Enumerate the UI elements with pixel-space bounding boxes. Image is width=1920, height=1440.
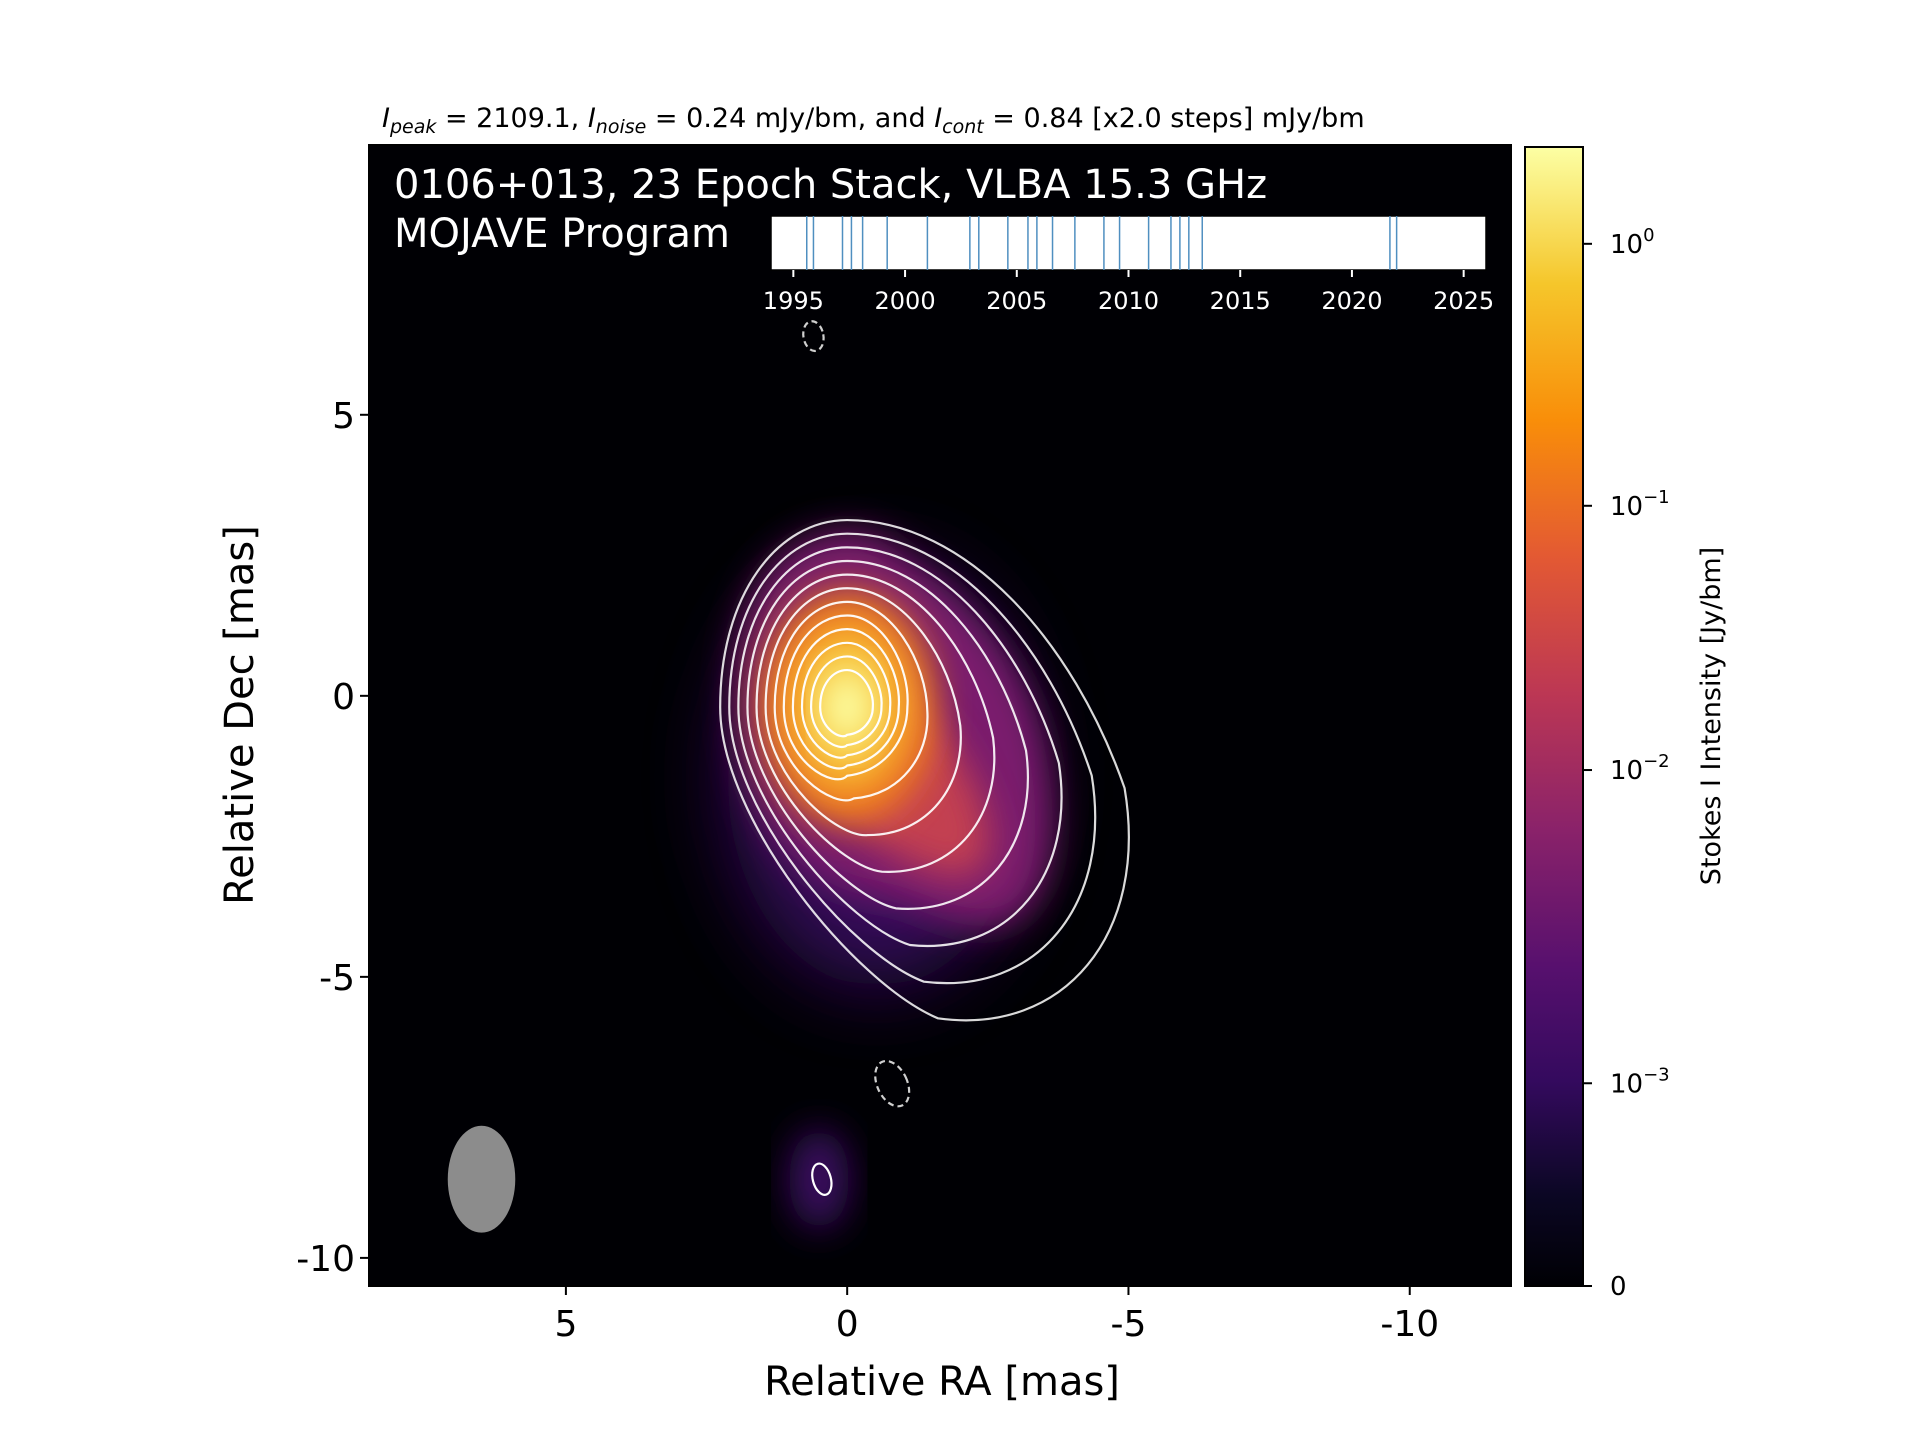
contour-level (755, 573, 996, 873)
colorbar-tick-label: 10−1 (1610, 487, 1670, 522)
image-panel (360, 144, 1512, 1295)
epoch-timeline-inset: 1995 2000 2005 2010 2015 2020 2025 (763, 215, 1494, 315)
beam-ellipse (447, 1125, 516, 1233)
epoch-tick-label: 2000 (875, 287, 936, 315)
colorbar-ticks: 100 10−1 10−2 10−3 0 (1583, 225, 1670, 1302)
x-tick-label: -10 (1380, 1304, 1439, 1345)
faint-emission-south (789, 1129, 850, 1230)
core-emission-peak (821, 669, 874, 746)
epoch-tick-label: 2020 (1321, 287, 1382, 315)
epoch-axis: 1995 2000 2005 2010 2015 2020 2025 (763, 270, 1494, 315)
contour-level (746, 559, 1029, 910)
cont-subscript: cont (942, 116, 985, 138)
x-tick-label: 0 (836, 1304, 859, 1345)
colorbar-label: Stokes I Intensity [Jy/bm] (1696, 547, 1727, 885)
axis-ticks (360, 413, 1411, 1295)
contour-level (764, 587, 962, 837)
y-tick-label: 5 (332, 396, 355, 437)
contour-level (737, 546, 1063, 948)
contour-set (719, 320, 1130, 1196)
colorbar-tick-label: 10−3 (1610, 1064, 1670, 1099)
image-statistics-header: Ipeak = 2109.1, Inoise = 0.24 mJy/bm, an… (382, 103, 1365, 138)
epoch-tick-label: 2005 (986, 287, 1047, 315)
contour-level (811, 1162, 833, 1196)
epoch-lines (806, 216, 1398, 270)
peak-subscript: peak (389, 116, 437, 138)
x-axis-label: Relative RA [mas] (764, 1359, 1120, 1405)
colorbar-gradient (1524, 146, 1584, 1287)
noise-value: 0.24 mJy/bm, and (686, 103, 925, 134)
y-axis-label: Relative Dec [mas] (217, 525, 263, 905)
colorbar-tick-label: 0 (1610, 1272, 1627, 1302)
x-tick-label: 5 (554, 1304, 577, 1345)
epoch-tick-label: 2010 (1098, 287, 1159, 315)
peak-value: 2109.1 (476, 103, 570, 134)
colorbar-tick-label: 100 (1610, 225, 1655, 260)
cont-value: 0.84 [x2.0 steps] mJy/bm (1024, 103, 1365, 134)
contour-level (782, 614, 909, 781)
colorbar-tick-label: 10−2 (1610, 751, 1670, 786)
noise-subscript: noise (596, 116, 647, 138)
negative-contour (874, 1059, 911, 1108)
x-tick-label: -5 (1111, 1304, 1147, 1345)
epoch-tick-label: 2015 (1210, 287, 1271, 315)
contour-level (800, 641, 892, 759)
contour-level (773, 600, 929, 802)
contour-level (809, 655, 883, 748)
contour-level (819, 668, 874, 738)
contour-level (728, 532, 1097, 985)
epoch-timeline-box (770, 215, 1487, 271)
y-tick-label: 0 (332, 677, 355, 718)
epoch-tick-label: 2025 (1433, 287, 1494, 315)
y-tick-label: -10 (296, 1239, 355, 1280)
plot-frame (368, 144, 1512, 1287)
contour-level (719, 518, 1130, 1022)
epoch-tick-label: 1995 (763, 287, 824, 315)
contour-level (791, 628, 900, 770)
source-title: 0106+013, 23 Epoch Stack, VLBA 15.3 GHz (394, 162, 1267, 208)
colorbar: 100 10−1 10−2 10−3 0 Stokes I Intensity [Jy/… (1524, 146, 1727, 1302)
y-tick-label: -5 (319, 958, 355, 999)
negative-contour (802, 320, 825, 353)
program-title: MOJAVE Program (394, 211, 730, 257)
